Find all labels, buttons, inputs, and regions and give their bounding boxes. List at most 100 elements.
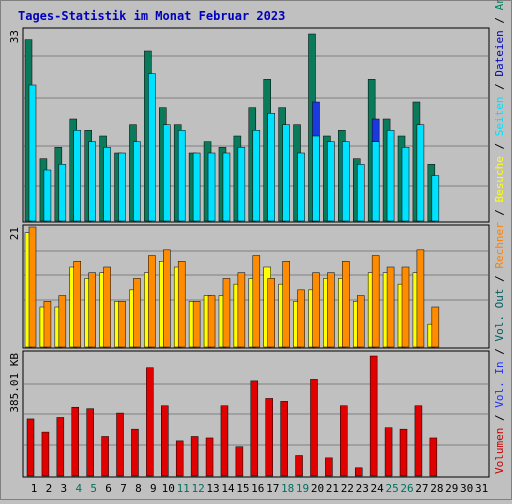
x-tick-label: 18: [281, 482, 294, 495]
bar-rechner: [416, 249, 425, 348]
bar-volumen: [161, 405, 169, 477]
bar-seiten: [133, 141, 141, 222]
legend-entry: Volumen: [493, 428, 506, 474]
x-tick-label: 7: [120, 482, 127, 495]
bar-rechner: [73, 261, 82, 348]
x-tick-label: 12: [191, 482, 204, 495]
legend-entry: /: [493, 202, 506, 222]
bar-volumen: [354, 467, 363, 477]
bar-rechner: [327, 272, 335, 348]
bars-layer: [24, 33, 440, 477]
y-label-volume-max: 385.01 KB: [8, 353, 21, 413]
bar-seiten: [282, 124, 290, 222]
bar-seiten: [88, 141, 96, 222]
bar-rechner: [237, 272, 246, 348]
bar-seiten: [327, 141, 335, 222]
legend-entry: Rechner: [493, 222, 506, 269]
bar-volumen: [295, 455, 303, 477]
bar-seiten: [431, 175, 440, 222]
x-tick-label: 23: [356, 482, 369, 495]
bar-seiten: [177, 130, 186, 222]
bar-volumen: [235, 446, 244, 477]
bar-volumen: [131, 428, 139, 477]
bar-rechner: [207, 295, 216, 348]
x-tick-label: 17: [266, 482, 279, 495]
bar-volumen: [26, 418, 35, 477]
bar-rechner: [177, 261, 186, 348]
bar-seiten: [237, 147, 246, 222]
x-tick-label: 28: [430, 482, 443, 495]
legend-entry: /: [493, 269, 506, 289]
bar-volumen: [116, 412, 124, 477]
bar-volumen: [71, 406, 80, 477]
x-tick-label: 9: [150, 482, 157, 495]
bar-volumen: [340, 405, 348, 477]
bar-seiten: [192, 152, 201, 222]
bar-volumen: [414, 405, 423, 477]
x-tick-label: 2: [46, 482, 53, 495]
bar-seiten: [103, 147, 111, 222]
bar-rechner: [371, 255, 380, 348]
x-tick-label: 1: [31, 482, 38, 495]
x-tick-label: 31: [475, 482, 488, 495]
bar-rechner: [88, 272, 96, 348]
bar-seiten: [73, 130, 82, 222]
x-tick-label: 22: [341, 482, 354, 495]
legend-entry: Seiten: [493, 96, 506, 136]
x-tick-label: 30: [460, 482, 473, 495]
legend-entry: Anfragen: [493, 0, 506, 10]
bar-rechner: [148, 255, 156, 348]
bar-rechner: [356, 295, 365, 348]
legend-entry: Vol. In: [493, 361, 506, 407]
x-axis-labels: 1 2 3 4 5 6 7 8 9 10 11 12 13 14 15 16 17 18 19 20 21 22 23 24 2…: [31, 482, 489, 495]
x-tick-label: 19: [296, 482, 309, 495]
y-label-requests-max: 33: [8, 30, 21, 43]
legend-entry: Dateien: [493, 30, 506, 76]
bar-rechner: [222, 278, 231, 348]
bar-seiten: [342, 141, 350, 222]
bar-rechner: [192, 301, 201, 348]
bar-volumen: [41, 431, 50, 477]
bar-volumen: [310, 379, 318, 477]
bar-seiten: [118, 152, 126, 222]
bar-volumen: [250, 380, 259, 477]
bar-rechner: [267, 278, 275, 348]
bar-volumen: [86, 408, 94, 477]
bar-volumen: [280, 401, 288, 477]
x-tick-label: 13: [206, 482, 219, 495]
bar-volumen: [399, 428, 408, 477]
bar-rechner: [103, 266, 111, 348]
x-tick-label: 15: [236, 482, 249, 495]
bar-volumen: [190, 436, 199, 477]
chart-title: Tages-Statistik im Monat Februar 2023: [18, 9, 285, 23]
bar-volumen: [369, 355, 378, 477]
bar-rechner: [401, 266, 410, 348]
legend-entry: /: [493, 77, 506, 97]
legend-entry: Besuche: [493, 156, 506, 202]
bar-rechner: [58, 295, 67, 348]
bar-rechner: [28, 226, 37, 348]
x-tick-label: 4: [75, 482, 82, 495]
bar-rechner: [297, 289, 305, 348]
y-label-visits-max: 21: [8, 227, 21, 240]
bar-rechner: [43, 301, 52, 348]
x-tick-label: 6: [105, 482, 112, 495]
bar-rechner: [163, 249, 171, 348]
bar-seiten: [416, 124, 425, 222]
bar-seiten: [401, 147, 410, 222]
bar-volumen: [384, 427, 393, 477]
bar-seiten: [267, 113, 275, 222]
bar-rechner: [342, 261, 350, 348]
x-tick-label: 29: [445, 482, 458, 495]
bar-rechner: [118, 301, 126, 348]
bar-seiten: [207, 152, 216, 222]
bar-seiten: [297, 152, 305, 222]
bar-seiten: [252, 130, 261, 222]
bar-rechner: [431, 306, 440, 348]
legend: Volumen / Vol. In / Vol. Out / Rechner /…: [493, 0, 506, 474]
legend-entry: /: [493, 136, 506, 156]
bar-volumen: [56, 417, 65, 477]
bar-rechner: [312, 272, 320, 348]
bar-seiten: [28, 84, 37, 222]
